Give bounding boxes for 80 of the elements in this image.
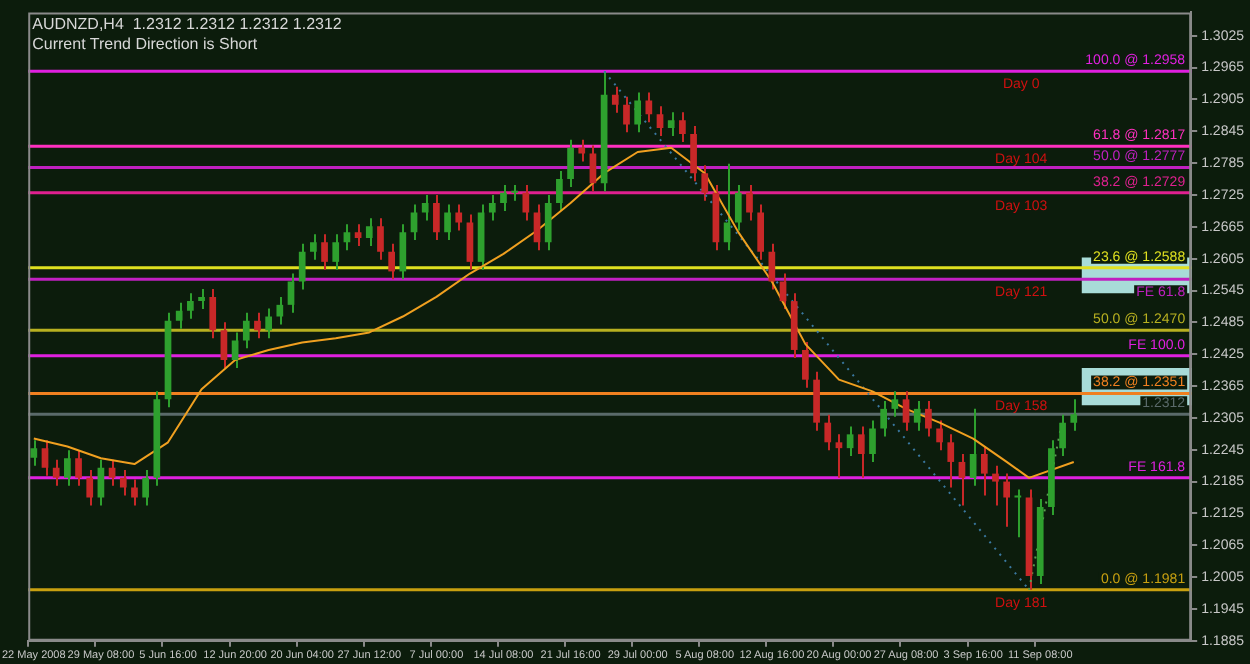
candlestick (936, 419, 943, 452)
candlestick (52, 458, 60, 487)
candlestick (992, 464, 999, 507)
candlestick (298, 242, 306, 291)
candlestick (556, 170, 563, 212)
candlestick (857, 425, 865, 479)
candlestick (444, 203, 451, 242)
candlestick (757, 203, 765, 261)
candlestick (1070, 398, 1078, 432)
candlestick (287, 272, 295, 314)
candlestick (1014, 488, 1022, 539)
candlestick (869, 419, 876, 463)
candlestick (455, 203, 463, 232)
candlestick (500, 183, 507, 212)
candlestick (142, 468, 149, 507)
candlestick (119, 468, 127, 497)
candlestick (64, 449, 71, 487)
candlestick (332, 233, 340, 271)
candlestick (209, 287, 217, 340)
candlestick (388, 242, 396, 281)
candlestick (242, 311, 250, 350)
candlestick (980, 445, 988, 497)
candlestick (880, 399, 888, 438)
candlestick (701, 164, 709, 202)
candlestick (198, 287, 205, 311)
candlestick (433, 193, 440, 242)
candlestick (913, 399, 921, 432)
candlestick (746, 183, 753, 222)
candlestick (254, 311, 261, 340)
candlestick (846, 425, 854, 458)
candlestick (30, 439, 38, 467)
candlestick (321, 233, 328, 271)
chart-title: AUDNZD,H4 1.2312 1.2312 1.2312 1.2312 (32, 14, 343, 33)
candlestick (421, 193, 429, 222)
candlestick (276, 295, 284, 326)
candlestick (947, 433, 955, 489)
candlestick (824, 413, 832, 452)
candlestick (813, 370, 820, 432)
candlestick (377, 217, 384, 261)
candlestick (488, 193, 496, 222)
candlestick (969, 407, 977, 487)
candlestick (623, 95, 630, 134)
candlestick (679, 111, 686, 143)
candlestick (891, 390, 899, 418)
candlestick (410, 203, 418, 242)
candlestick (802, 340, 809, 389)
candlestick (656, 105, 664, 138)
candlestick (522, 183, 530, 222)
candlestick (533, 203, 541, 252)
candlestick (220, 321, 228, 369)
candlestick (690, 124, 697, 183)
candlestick (768, 242, 776, 291)
candlestick (365, 217, 373, 247)
candlestick (354, 223, 362, 247)
candlestick (75, 449, 82, 487)
candlestick (41, 439, 49, 477)
candlestick (835, 433, 843, 479)
candlestick (86, 468, 94, 507)
candlestick (634, 91, 642, 134)
candlestick (667, 111, 675, 138)
candlestick (265, 307, 272, 340)
candlestick (779, 272, 787, 311)
candlestick (1059, 413, 1066, 458)
candlestick (1003, 472, 1011, 528)
candlestick (544, 193, 552, 252)
text: Current Trend Direction is Short (32, 34, 259, 53)
candlestick (310, 233, 317, 261)
candlestick (175, 301, 183, 330)
candlestick (958, 452, 966, 507)
candlestick (131, 478, 138, 507)
candlestick (399, 223, 407, 281)
candlestick (231, 331, 239, 369)
candlestick (734, 183, 742, 232)
candlestick (925, 399, 932, 438)
candlestick (645, 91, 653, 124)
candlestick (611, 85, 619, 114)
candlestick (187, 292, 194, 320)
candlestick (578, 138, 586, 163)
candlestick (902, 390, 910, 432)
candlestick (567, 138, 574, 189)
